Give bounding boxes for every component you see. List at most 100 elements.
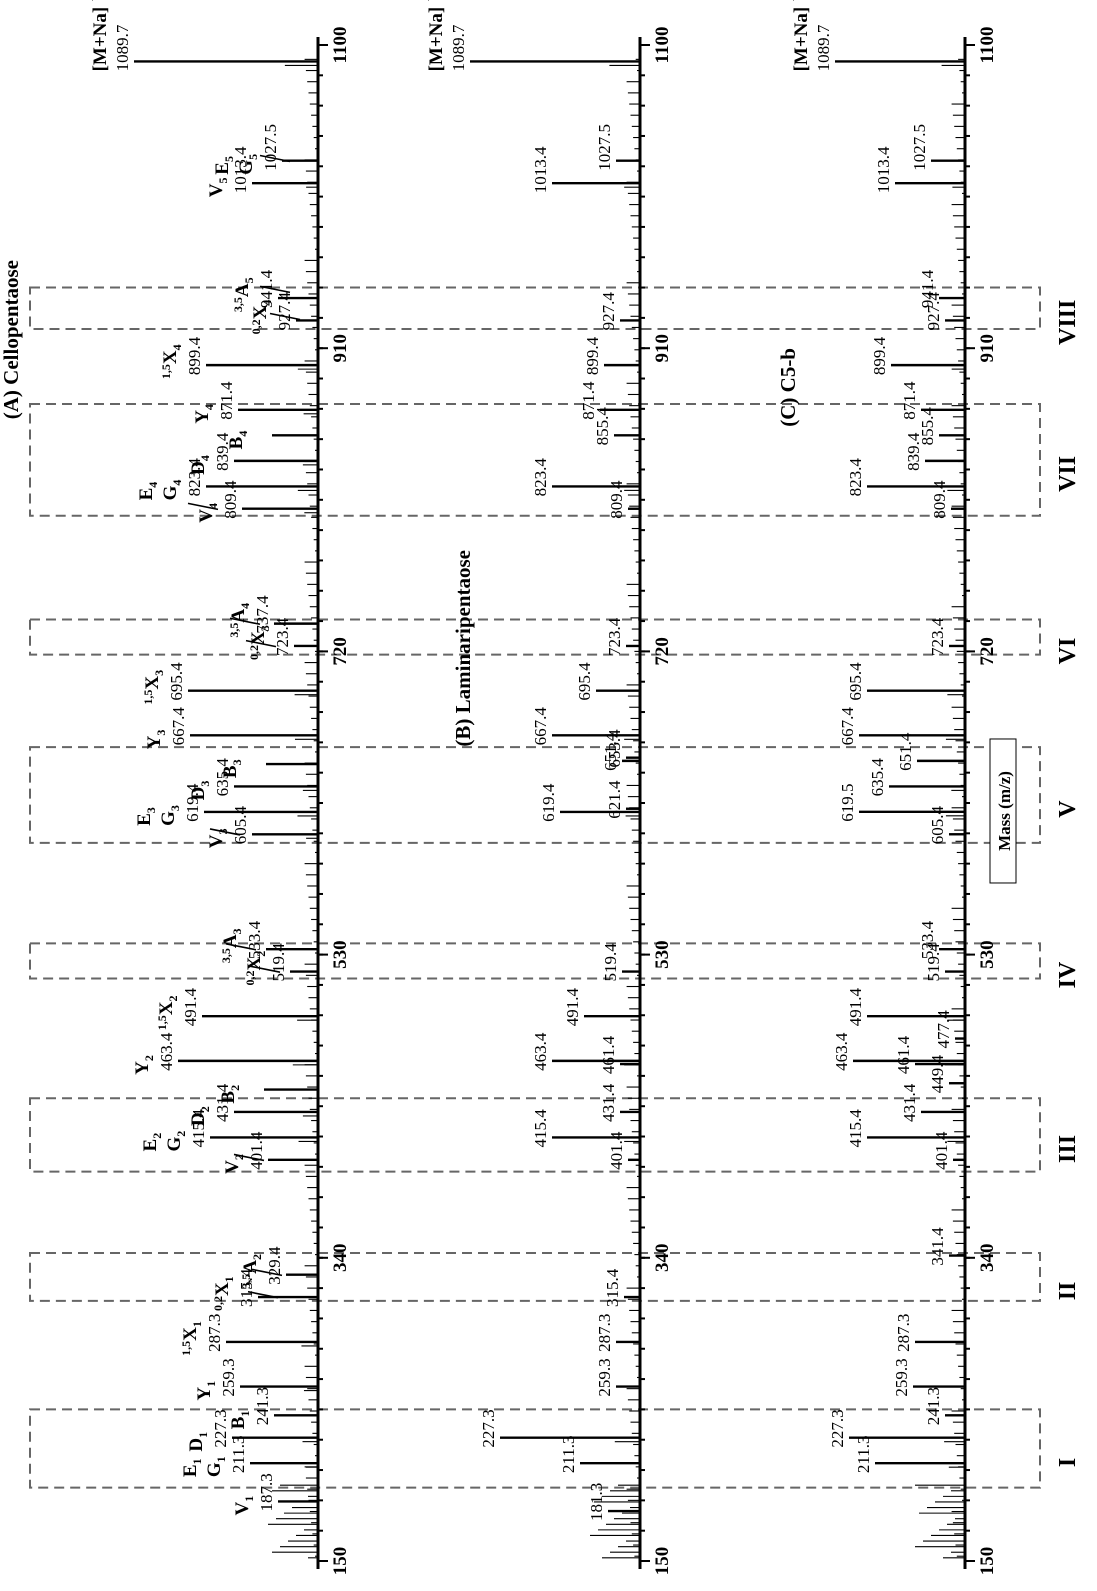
peak-label: 415.4	[846, 1109, 865, 1148]
peak-label: 927.4	[924, 292, 943, 331]
peak-label: 695.4	[846, 662, 865, 701]
ion-label: B4	[226, 431, 250, 450]
label-arrow	[229, 617, 261, 626]
peak-label: 899.4	[185, 336, 204, 375]
ion-label: D4	[188, 455, 212, 475]
peak-label: 415.4	[531, 1109, 550, 1148]
ion-label: E3	[134, 807, 158, 826]
ion-label: G5	[236, 154, 260, 175]
label-arrow	[233, 1153, 265, 1162]
ion-label: 0,2X1	[211, 1276, 236, 1311]
ion-label: G2	[164, 1131, 188, 1152]
region-label-VII: VII	[1055, 456, 1081, 492]
x-axis-label-box	[989, 738, 1017, 884]
peak-label: 1013.4	[231, 146, 250, 193]
x-tick-label: 720	[652, 637, 673, 666]
region-label-II: II	[1055, 1282, 1081, 1301]
peak-label: 241.3	[253, 1387, 272, 1425]
peak-label: 415.4	[189, 1109, 208, 1148]
peak-label: 227.3	[479, 1409, 498, 1447]
peak-label: 1089.7	[113, 24, 132, 71]
peak-label: 621.4	[605, 780, 624, 819]
precursor-charge: +	[83, 0, 102, 1]
label-arrow	[245, 639, 277, 648]
region-label-VI: VI	[1055, 638, 1081, 665]
peak-label: 287.3	[595, 1314, 614, 1352]
peak-label: 871.4	[217, 381, 236, 420]
region-label-VIII: VIII	[1055, 300, 1081, 345]
x-tick-label: 1100	[977, 27, 998, 64]
peak-label: 635.4	[213, 758, 232, 797]
ion-label: 0,2X2	[243, 951, 268, 986]
peak-label: 401.4	[932, 1131, 951, 1170]
peak-label: 823.4	[531, 458, 550, 497]
peak-label: 181.3	[587, 1483, 606, 1521]
peak-label: 653.4	[605, 729, 624, 768]
ion-label: D3	[188, 781, 212, 801]
peak-label: 463.4	[157, 1032, 176, 1071]
peak-label: 941.4	[918, 269, 937, 308]
peak-label: 839.4	[904, 432, 923, 471]
peak-label: 839.4	[213, 432, 232, 471]
peak-label: 461.4	[599, 1035, 618, 1074]
ion-label: Y1	[194, 1381, 218, 1401]
label-arrow	[187, 502, 219, 511]
ion-label: Y3	[144, 730, 168, 750]
ion-label: G1	[204, 1456, 228, 1477]
panel-2: 150 340 530 720 910 1100 181.3 211.3 227.3 259.3 2…	[419, 0, 673, 1575]
ion-label: V1	[232, 1496, 256, 1516]
ion-label: B1	[228, 1411, 252, 1430]
ion-label: E1	[180, 1458, 204, 1477]
region-box-V	[29, 746, 1041, 844]
x-tick-label: 720	[977, 637, 998, 666]
peak-label: 871.4	[579, 381, 598, 420]
peak-label: 461.4	[894, 1035, 913, 1074]
x-tick-label: 1100	[652, 27, 673, 64]
peak-label: 227.3	[828, 1409, 847, 1447]
ion-label: B3	[220, 759, 244, 778]
ion-label: V2	[222, 1154, 246, 1174]
peak-label: 1013.4	[874, 146, 893, 193]
peak-label: 329.4	[265, 1246, 284, 1285]
label-arrow	[249, 965, 281, 973]
peak-label: 667.4	[169, 707, 188, 746]
peak-label: 823.4	[185, 458, 204, 497]
peak-label: 871.4	[900, 381, 919, 420]
panel-3: 150 340 530 720 910 1100 211.3 227.3 241.3 259.3 2…	[776, 0, 998, 1575]
region-box-VIII	[29, 286, 1041, 331]
ion-label: Y4	[192, 404, 216, 424]
region-label-IV: IV	[1055, 961, 1081, 988]
peak-label: 259.3	[595, 1358, 614, 1396]
ion-label: V5	[206, 177, 230, 197]
peak-label: 187.3	[257, 1473, 276, 1511]
x-tick-label: 530	[330, 940, 351, 969]
ion-label-precursor: [M+Na]	[426, 7, 447, 72]
region-box-I	[29, 1408, 1041, 1489]
peak-label: 737.4	[253, 595, 272, 634]
ion-label: E4	[136, 482, 160, 501]
peak-label: 491.4	[563, 987, 582, 1026]
peak-label: 259.3	[219, 1358, 238, 1396]
region-box-VI	[29, 618, 1041, 656]
panel-title: (A) Cellopentaose	[0, 260, 23, 419]
peak-label: 491.4	[181, 987, 200, 1026]
x-tick-label: 340	[652, 1244, 673, 1273]
peak-label: 605.4	[928, 806, 947, 845]
peak-label: 855.4	[918, 407, 937, 446]
peak-label: 619.4	[183, 783, 202, 822]
precursor-charge: +	[419, 0, 438, 1]
x-tick-label: 720	[330, 637, 351, 666]
peak-label: 667.4	[838, 707, 857, 746]
region-label-V: V	[1055, 800, 1081, 818]
peak-label: 855.4	[593, 407, 612, 446]
label-arrow	[259, 285, 291, 294]
peak-label: 1089.7	[449, 24, 468, 71]
panel-title: (B) Laminaripentaose	[451, 550, 475, 747]
x-tick-label: 1100	[330, 27, 351, 64]
peak-label: 241.3	[924, 1387, 943, 1425]
spectrum-panels: 1503405307209101100187.3V1211.3G1E1227.3…	[0, 0, 1017, 1575]
peak-label: 259.3	[892, 1358, 911, 1396]
